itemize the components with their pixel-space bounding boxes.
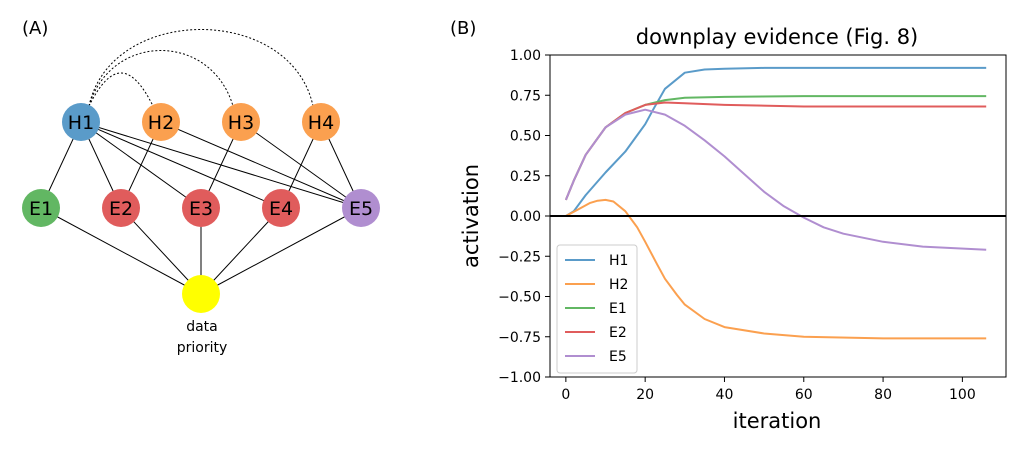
- legend-box: [556, 244, 638, 374]
- node-E1: [22, 189, 60, 227]
- y-tick-label: 0.50: [510, 129, 541, 145]
- x-tick-label: 20: [636, 387, 654, 403]
- node-E5: [342, 189, 380, 227]
- node-label-E1: E1: [29, 198, 53, 220]
- legend-label-E5: E5: [609, 349, 627, 365]
- node-label-H3: H3: [228, 112, 254, 134]
- y-tick-label: −0.75: [498, 330, 541, 346]
- x-tick-label: 80: [874, 387, 892, 403]
- node-label-H1: H1: [68, 112, 94, 134]
- panel-a-label: (A): [22, 18, 48, 39]
- y-tick-label: 0.00: [510, 209, 541, 225]
- node-label-H4: H4: [308, 112, 334, 134]
- edge-H1-E4: [80, 121, 282, 209]
- x-tick-label: 60: [795, 387, 813, 403]
- node-E3: [182, 189, 220, 227]
- series-line-H1: [565, 66, 987, 217]
- y-tick-label: 1.00: [510, 48, 541, 64]
- node-H1: [62, 103, 100, 141]
- node-H2: [142, 103, 180, 141]
- y-axis-label: activation: [459, 164, 483, 268]
- x-tick-label: 100: [949, 387, 976, 403]
- edge-E2-DP: [120, 207, 202, 295]
- y-tick-label: 0.25: [510, 169, 541, 185]
- contradiction-arc-H1-H2: [88, 72, 154, 107]
- y-tick-label: 0.75: [510, 88, 541, 104]
- y-axis-ticks: −1.00 −0.75 −0.50 −0.25 0.00 0.25 0.50 0.75 1.00: [498, 48, 550, 386]
- node-E2: [102, 189, 140, 227]
- edge-E5-DP: [200, 207, 362, 295]
- node-label-H2: H2: [148, 112, 174, 134]
- data-priority-label-line1: data: [186, 319, 218, 335]
- node-H4: [302, 103, 340, 141]
- data-priority-label-line2: priority: [177, 340, 228, 356]
- network-diagram-panel: (A) H1 H2 H3 H4 E1 E2 E3 E4 E5 data priority: [22, 18, 380, 356]
- node-DP: [182, 275, 220, 313]
- network-nodes: H1 H2 H3 H4 E1 E2 E3 E4 E5: [22, 103, 380, 313]
- legend-label-E2: E2: [609, 325, 627, 341]
- node-label-E2: E2: [109, 198, 133, 220]
- edge-H2-E5: [160, 121, 362, 209]
- activation-chart-panel: (B) downplay evidence (Fig. 8) 0 20 40 60 80…: [450, 18, 1007, 433]
- node-label-E4: E4: [269, 198, 293, 220]
- series-line-E2: [564, 101, 987, 201]
- legend-label-H2: H2: [609, 277, 628, 293]
- x-tick-label: 0: [561, 387, 570, 403]
- panel-b-label: (B): [450, 18, 476, 39]
- y-tick-label: −0.50: [498, 290, 541, 306]
- contradiction-arcs: [88, 29, 314, 107]
- node-H3: [222, 103, 260, 141]
- legend-label-H1: H1: [609, 253, 628, 269]
- node-label-E3: E3: [189, 198, 213, 220]
- series-lines: [564, 66, 987, 340]
- x-axis-ticks: 0 20 40 60 80 100: [561, 377, 976, 403]
- series-line-H2: [565, 198, 987, 340]
- contradiction-arc-H1-H4: [88, 29, 314, 107]
- node-label-E5: E5: [349, 198, 373, 220]
- x-tick-label: 40: [716, 387, 734, 403]
- edge-E4-DP: [200, 207, 282, 295]
- node-E4: [262, 189, 300, 227]
- y-tick-label: −1.00: [498, 370, 541, 386]
- legend-label-E1: E1: [609, 301, 627, 317]
- chart-title: downplay evidence (Fig. 8): [636, 25, 919, 49]
- contradiction-arc-H1-H3: [88, 50, 234, 107]
- edge-E1-DP: [40, 207, 202, 295]
- x-axis-label: iteration: [733, 409, 822, 433]
- series-line-E5: [564, 108, 987, 251]
- y-tick-label: −0.25: [498, 249, 541, 265]
- chart-legend: H1 H2 E1 E2 E5: [556, 244, 638, 374]
